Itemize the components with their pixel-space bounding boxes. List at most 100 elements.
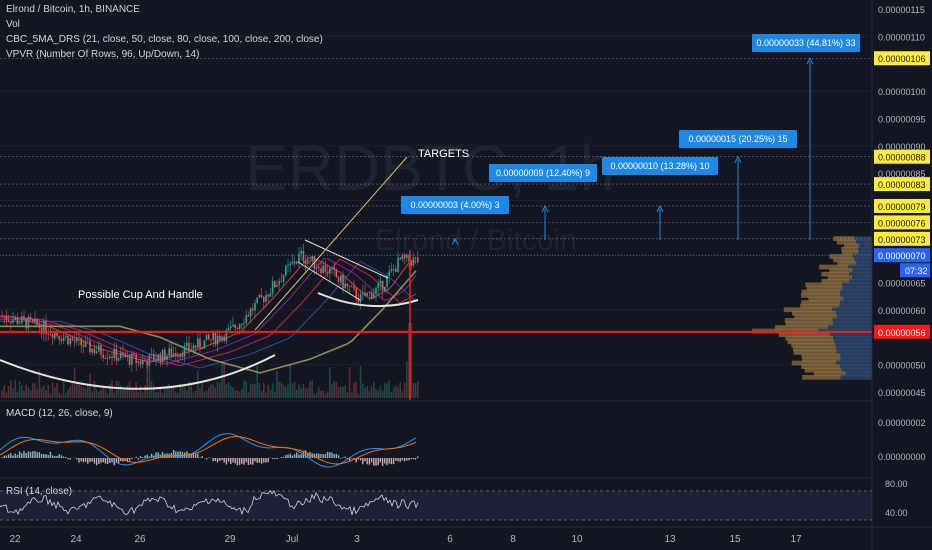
macd-histogram-bar: [326, 451, 329, 458]
price-tick-label: 0.00000100: [878, 87, 926, 97]
macd-histogram-bar: [27, 451, 30, 458]
volume-bar: [139, 386, 142, 398]
macd-histogram-bar: [91, 458, 93, 462]
macd-histogram-bar: [401, 458, 404, 461]
candle-body: [113, 348, 115, 358]
channel-line: [304, 239, 389, 279]
volume-bar: [10, 380, 12, 398]
candle-body: [300, 250, 302, 254]
volume-bar: [313, 393, 316, 398]
candle-body: [175, 353, 177, 356]
candle-body: [179, 353, 181, 357]
volume-bar: [7, 386, 10, 398]
volume-bar: [335, 381, 338, 398]
volume-bar: [379, 385, 382, 398]
volume-bar: [249, 384, 252, 398]
volume-bar: [260, 391, 263, 398]
candle-body: [278, 281, 280, 285]
macd-histogram-bar: [84, 458, 87, 462]
volume-bar: [395, 385, 397, 398]
candle-body: [307, 260, 309, 264]
price-tick-label: 0.00000079: [878, 202, 926, 212]
macd-histogram-bar: [410, 458, 412, 459]
candle-body: [14, 317, 16, 320]
vpvr-bar-up: [801, 293, 841, 298]
vpvr-bar-up: [808, 296, 844, 302]
macd-histogram-bar: [322, 454, 324, 458]
candle-body: [104, 357, 107, 359]
candle-body: [320, 268, 322, 273]
volume-bar: [340, 386, 342, 398]
macd-histogram-bar: [234, 458, 236, 464]
macd-histogram-bar: [146, 454, 148, 458]
volume-bar: [344, 385, 346, 398]
price-tick-label: 0.00000115: [878, 5, 925, 15]
volume-bar: [346, 392, 349, 398]
candle-body: [267, 294, 269, 297]
candle-body: [131, 353, 133, 365]
volume-bar: [157, 392, 159, 398]
vpvr-bar-down: [840, 289, 872, 295]
candle-body: [324, 265, 327, 273]
candle-body: [304, 261, 307, 264]
volume-bar: [51, 382, 54, 398]
candle-body: [201, 347, 203, 349]
candle-body: [89, 340, 91, 353]
moving-averages: [0, 256, 417, 374]
macd-histogram-bar: [230, 458, 232, 465]
price-axis: 0.00000115 0.00000110 0.00000106 0.00000100…: [874, 5, 930, 398]
volume-bar: [362, 383, 364, 398]
volume-bar: [205, 390, 208, 398]
time-tick-label: 24: [70, 534, 82, 545]
volume-bar: [278, 381, 280, 398]
macd-histogram-bar: [412, 458, 415, 460]
price-tick-label: 0.00000045: [878, 388, 926, 398]
vpvr-bar-down: [859, 243, 872, 249]
macd-histogram-bar: [258, 458, 261, 463]
macd-histogram-bar: [282, 456, 285, 458]
volume-bar: [401, 391, 404, 398]
target-box: [679, 130, 797, 148]
vpvr-bar-up: [783, 307, 833, 313]
candle-body: [192, 345, 195, 350]
macd-histogram-bar: [159, 454, 162, 458]
candle-body: [3, 316, 5, 317]
candle-body: [102, 354, 104, 358]
candle-body: [401, 254, 404, 260]
volume-bar: [287, 384, 289, 398]
candle-body: [291, 261, 294, 264]
candle-body: [25, 318, 27, 329]
macd-histogram-bar: [76, 458, 78, 460]
vpvr-bar-down: [835, 342, 872, 348]
macd-histogram-bar: [142, 457, 144, 458]
volume-bar: [348, 367, 351, 398]
candle-body: [408, 254, 410, 262]
volume-bar: [399, 382, 401, 398]
countdown-label: 07:32: [905, 266, 928, 276]
price-tick-label: 0.00000065: [878, 279, 926, 289]
candle-body: [364, 292, 366, 297]
candle-body: [71, 338, 74, 341]
macd-histogram-bar: [177, 451, 179, 458]
price-tag: [874, 231, 930, 246]
volume-bar: [38, 370, 41, 398]
rsi-tick-label: 80.00: [885, 479, 908, 489]
candle-body: [232, 324, 234, 327]
legend-vol: Vol: [6, 19, 20, 30]
macd-histogram-bar: [300, 454, 302, 458]
volume-bar: [146, 364, 148, 398]
macd-histogram-bar: [254, 458, 256, 462]
volume-bar: [238, 391, 241, 398]
vpvr-bar-down: [849, 271, 872, 277]
moving-average-line: [0, 260, 417, 369]
volume-bar: [115, 380, 118, 398]
macd-histogram-bar: [245, 458, 247, 463]
macd-histogram-bar: [256, 458, 258, 463]
macd-histogram-bar: [417, 456, 419, 458]
macd-histogram-bar: [337, 455, 340, 458]
candle-body: [252, 308, 254, 311]
vpvr-bar-down: [852, 275, 872, 281]
candle-body: [153, 353, 155, 361]
macd-histogram-bar: [12, 455, 14, 458]
